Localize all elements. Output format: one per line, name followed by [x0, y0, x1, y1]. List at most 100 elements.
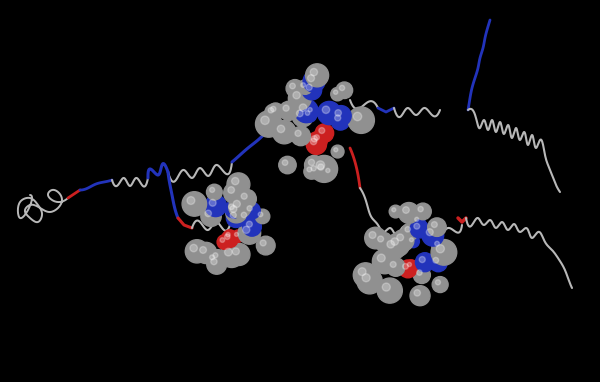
- Circle shape: [331, 111, 350, 130]
- Circle shape: [220, 243, 244, 267]
- Circle shape: [331, 105, 351, 126]
- Circle shape: [340, 85, 344, 91]
- Circle shape: [316, 161, 325, 170]
- Circle shape: [301, 83, 305, 87]
- Circle shape: [299, 104, 307, 112]
- Circle shape: [229, 196, 251, 218]
- Circle shape: [416, 270, 422, 275]
- Circle shape: [405, 227, 410, 232]
- Circle shape: [241, 212, 247, 218]
- Circle shape: [315, 124, 334, 142]
- Circle shape: [230, 212, 236, 218]
- Circle shape: [432, 277, 448, 293]
- Circle shape: [224, 183, 245, 203]
- Circle shape: [336, 82, 353, 99]
- Circle shape: [392, 230, 414, 251]
- Circle shape: [415, 253, 434, 272]
- Circle shape: [311, 136, 317, 142]
- Circle shape: [226, 201, 247, 223]
- Circle shape: [244, 202, 260, 219]
- Circle shape: [415, 203, 431, 220]
- Circle shape: [415, 217, 419, 221]
- Circle shape: [317, 164, 324, 170]
- Circle shape: [293, 92, 300, 99]
- Circle shape: [268, 108, 274, 113]
- Circle shape: [382, 283, 390, 291]
- Circle shape: [282, 160, 288, 165]
- Circle shape: [310, 138, 317, 145]
- Circle shape: [322, 106, 329, 113]
- Circle shape: [217, 235, 232, 249]
- Circle shape: [308, 162, 324, 179]
- Circle shape: [414, 223, 420, 229]
- Circle shape: [308, 159, 314, 165]
- Circle shape: [261, 116, 269, 125]
- Circle shape: [306, 84, 312, 91]
- Circle shape: [220, 238, 224, 242]
- Circle shape: [335, 110, 341, 116]
- Circle shape: [308, 108, 312, 112]
- Circle shape: [434, 241, 439, 246]
- Circle shape: [326, 168, 330, 173]
- Circle shape: [353, 112, 362, 121]
- Circle shape: [211, 258, 217, 265]
- Circle shape: [201, 206, 221, 227]
- Circle shape: [410, 220, 428, 238]
- Circle shape: [291, 126, 310, 146]
- Circle shape: [283, 105, 289, 111]
- Circle shape: [238, 209, 255, 226]
- Circle shape: [403, 207, 409, 213]
- Circle shape: [232, 178, 239, 185]
- Circle shape: [433, 257, 439, 263]
- Circle shape: [392, 208, 396, 212]
- Circle shape: [227, 173, 250, 196]
- Circle shape: [305, 64, 329, 87]
- Circle shape: [305, 111, 310, 115]
- Circle shape: [298, 80, 313, 94]
- Circle shape: [307, 167, 312, 172]
- Circle shape: [335, 115, 341, 121]
- Circle shape: [286, 79, 304, 97]
- Circle shape: [233, 201, 241, 207]
- Circle shape: [419, 257, 425, 262]
- Circle shape: [397, 234, 404, 241]
- Circle shape: [255, 209, 270, 223]
- Circle shape: [414, 290, 421, 296]
- Circle shape: [221, 231, 238, 248]
- Circle shape: [334, 90, 338, 94]
- Circle shape: [373, 249, 397, 274]
- Circle shape: [228, 243, 250, 265]
- Circle shape: [238, 189, 256, 208]
- Circle shape: [305, 155, 324, 175]
- Circle shape: [334, 148, 338, 152]
- Circle shape: [390, 262, 396, 267]
- Circle shape: [206, 184, 222, 200]
- Circle shape: [365, 227, 386, 249]
- Circle shape: [265, 104, 281, 121]
- Circle shape: [209, 255, 215, 260]
- Circle shape: [258, 212, 263, 217]
- Circle shape: [296, 110, 303, 117]
- Circle shape: [196, 242, 217, 264]
- Circle shape: [409, 238, 413, 242]
- Circle shape: [436, 280, 440, 285]
- Circle shape: [377, 236, 383, 242]
- Circle shape: [277, 125, 285, 133]
- Circle shape: [348, 107, 374, 133]
- Circle shape: [224, 234, 230, 240]
- Circle shape: [412, 215, 425, 227]
- Circle shape: [185, 240, 209, 263]
- Circle shape: [213, 253, 218, 258]
- Circle shape: [377, 254, 385, 262]
- Circle shape: [431, 240, 457, 265]
- Circle shape: [271, 106, 276, 112]
- Circle shape: [357, 269, 382, 294]
- Circle shape: [267, 103, 284, 120]
- Circle shape: [290, 83, 295, 89]
- Circle shape: [410, 286, 430, 306]
- Circle shape: [422, 224, 443, 246]
- Circle shape: [190, 244, 197, 252]
- Circle shape: [238, 222, 260, 244]
- Circle shape: [225, 201, 242, 218]
- Circle shape: [314, 135, 319, 140]
